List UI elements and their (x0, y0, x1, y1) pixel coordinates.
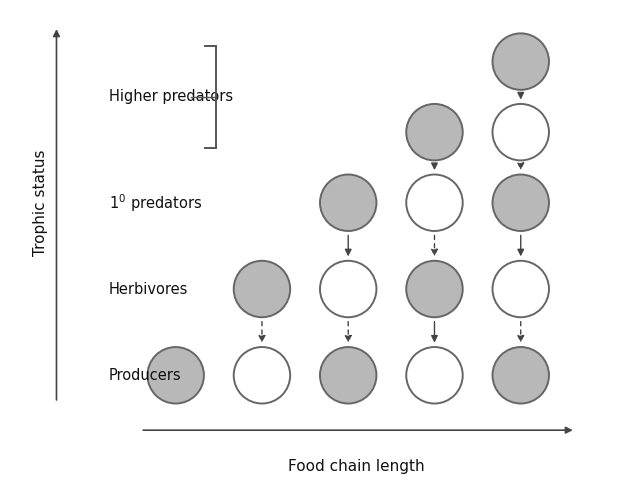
Text: Higher predators: Higher predators (109, 89, 233, 104)
Ellipse shape (493, 347, 549, 404)
Ellipse shape (493, 261, 549, 317)
Text: Food chain length: Food chain length (288, 459, 425, 474)
Ellipse shape (493, 104, 549, 160)
Ellipse shape (406, 347, 463, 404)
Ellipse shape (148, 347, 204, 404)
Ellipse shape (406, 104, 463, 160)
Text: Herbivores: Herbivores (109, 281, 188, 297)
Ellipse shape (493, 34, 549, 90)
Ellipse shape (406, 261, 463, 317)
Ellipse shape (320, 175, 376, 231)
Text: Producers: Producers (109, 368, 182, 383)
Ellipse shape (320, 261, 376, 317)
Ellipse shape (406, 175, 463, 231)
Text: 1$^0$ predators: 1$^0$ predators (109, 192, 202, 214)
Ellipse shape (234, 347, 290, 404)
Text: Trophic status: Trophic status (33, 149, 48, 256)
Ellipse shape (320, 347, 376, 404)
Ellipse shape (234, 261, 290, 317)
Ellipse shape (493, 175, 549, 231)
